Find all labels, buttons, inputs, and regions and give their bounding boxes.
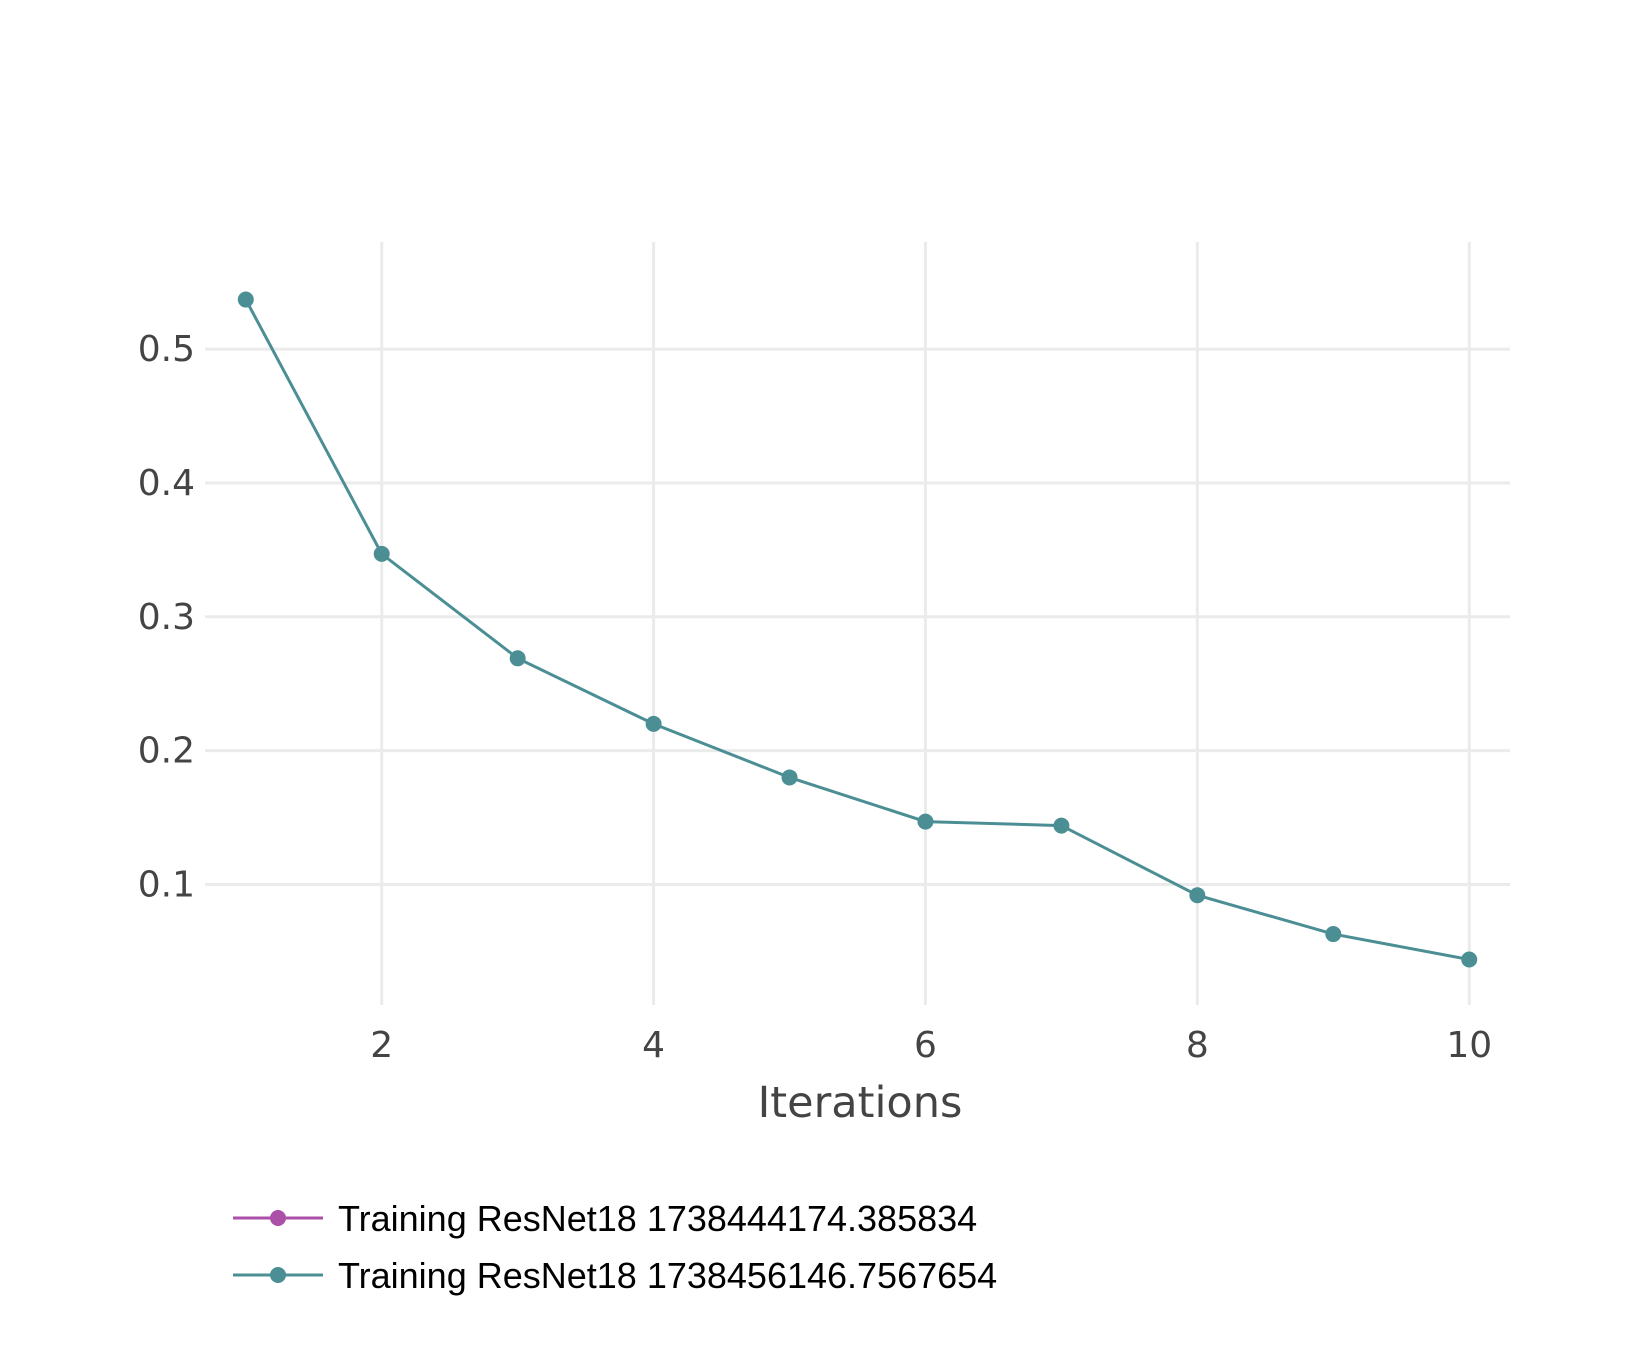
legend[interactable]: Training ResNet18 1738444174.385834 Train… [233,1198,997,1296]
x-tick-label: 6 [914,1025,937,1066]
legend-item[interactable]: Training ResNet18 1738456146.7567654 [233,1255,997,1296]
data-point [917,813,934,830]
x-axis: 2 4 6 8 10 [370,1025,1492,1066]
x-tick-label: 2 [370,1025,393,1066]
legend-item[interactable]: Training ResNet18 1738444174.385834 [233,1198,977,1239]
series-line [244,298,1470,961]
data-point [1325,926,1342,943]
y-tick-label: 0.2 [138,731,195,772]
x-tick-label: 10 [1446,1025,1492,1066]
data-point [509,650,526,667]
grid [205,242,1510,1005]
data-point [237,291,254,308]
legend-marker-swatch [270,1210,286,1226]
data-point [781,769,798,786]
y-tick-label: 0.4 [138,463,195,504]
data-point [645,715,662,732]
data-point [1053,817,1070,834]
x-axis-title: Iterations [758,1078,963,1128]
legend-label: Training ResNet18 1738444174.385834 [338,1198,977,1239]
legend-marker-swatch [270,1267,286,1283]
y-tick-label: 0.1 [138,865,195,906]
plot-area [237,291,1478,968]
y-tick-label: 0.5 [138,329,195,370]
y-tick-label: 0.3 [138,597,195,638]
data-point [373,545,390,562]
y-axis: 0.1 0.2 0.3 0.4 0.5 [138,329,195,905]
data-point [1189,887,1206,904]
x-tick-label: 8 [1186,1025,1209,1066]
data-point [1461,951,1478,968]
legend-label: Training ResNet18 1738456146.7567654 [338,1255,997,1296]
x-tick-label: 4 [642,1025,665,1066]
